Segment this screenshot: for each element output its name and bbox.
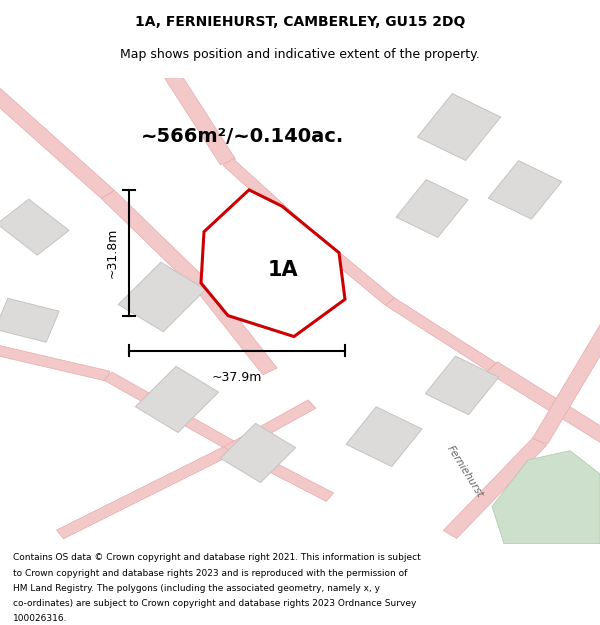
Polygon shape [104,372,244,455]
Polygon shape [56,446,232,539]
Text: 1A: 1A [268,260,299,280]
Polygon shape [418,94,500,161]
Text: HM Land Registry. The polygons (including the associated geometry, namely x, y: HM Land Registry. The polygons (includin… [13,584,380,592]
Text: to Crown copyright and database rights 2023 and is reproduced with the permissio: to Crown copyright and database rights 2… [13,569,407,578]
Polygon shape [223,159,305,231]
Polygon shape [101,191,211,292]
Polygon shape [386,298,496,371]
Polygon shape [346,407,422,466]
Polygon shape [0,343,110,381]
Polygon shape [236,446,334,501]
Polygon shape [224,400,316,455]
Text: Contains OS data © Crown copyright and database right 2021. This information is : Contains OS data © Crown copyright and d… [13,554,421,562]
Polygon shape [488,161,562,219]
Text: ~37.9m: ~37.9m [212,371,262,384]
Text: 100026316.: 100026316. [13,614,68,622]
Polygon shape [160,66,236,165]
Polygon shape [295,224,395,305]
Polygon shape [425,356,499,414]
Polygon shape [136,366,218,432]
Text: co-ordinates) are subject to Crown copyright and database rights 2023 Ordnance S: co-ordinates) are subject to Crown copyr… [13,599,416,608]
Polygon shape [201,190,345,336]
Polygon shape [220,423,296,483]
Text: ~31.8m: ~31.8m [106,228,119,278]
Polygon shape [0,83,115,199]
Polygon shape [118,262,206,332]
Text: ~566m²/~0.140ac.: ~566m²/~0.140ac. [141,127,344,146]
Polygon shape [0,199,69,255]
Text: 1A, FERNIEHURST, CAMBERLEY, GU15 2DQ: 1A, FERNIEHURST, CAMBERLEY, GU15 2DQ [135,15,465,29]
Polygon shape [487,362,600,446]
Polygon shape [396,179,468,238]
Polygon shape [0,298,59,343]
Text: Ferniehurst: Ferniehurst [445,444,485,499]
Polygon shape [532,318,600,444]
Text: Map shows position and indicative extent of the property.: Map shows position and indicative extent… [120,48,480,61]
Polygon shape [197,284,277,375]
Polygon shape [492,451,600,544]
Polygon shape [443,438,547,538]
